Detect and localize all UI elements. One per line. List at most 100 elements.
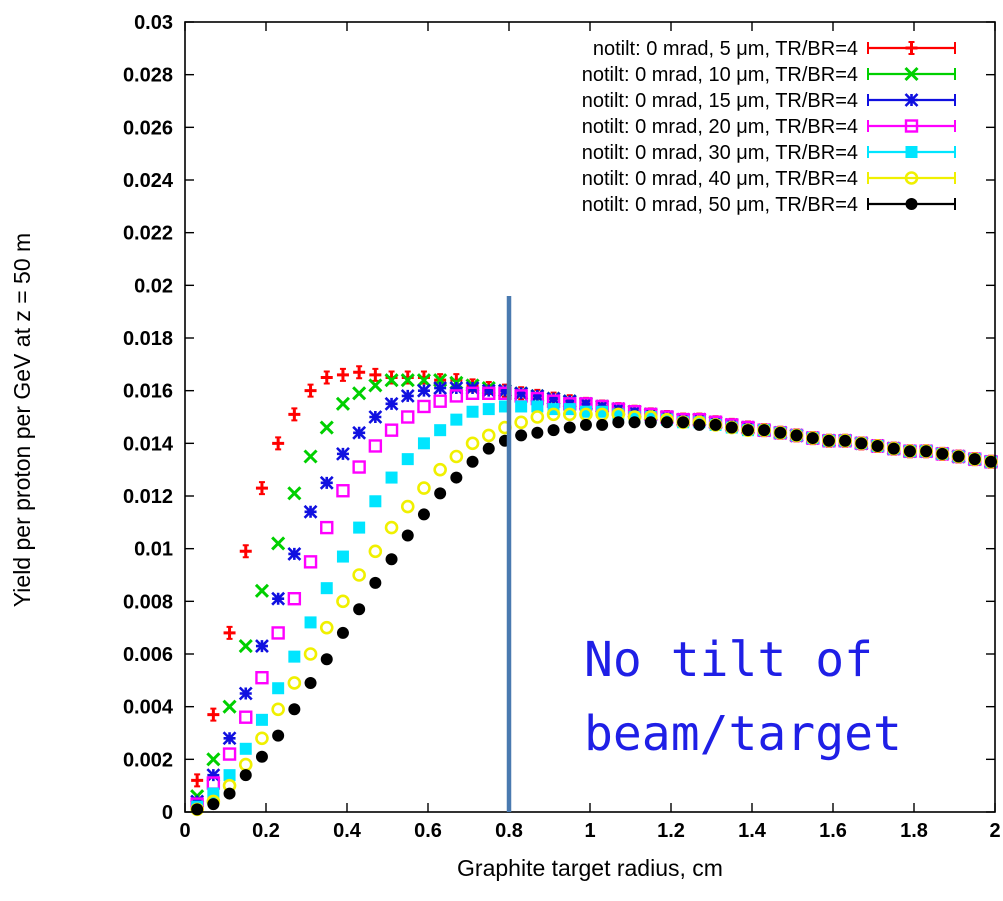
legend-marker <box>905 146 918 158</box>
data-point <box>514 415 528 430</box>
data-point <box>417 399 431 414</box>
x-tick-label: 0 <box>179 820 190 842</box>
data-point <box>239 544 252 559</box>
data-point <box>222 747 237 761</box>
legend-marker <box>904 93 919 107</box>
legend-marker <box>904 119 919 133</box>
data-point <box>239 710 253 724</box>
data-point <box>530 410 545 424</box>
data-point <box>352 568 366 582</box>
data-point <box>482 386 496 400</box>
data-point <box>546 391 561 406</box>
data-point <box>319 475 334 490</box>
data-point <box>336 550 349 563</box>
data-point <box>644 416 657 429</box>
data-point <box>531 400 544 413</box>
data-point <box>449 449 464 464</box>
data-point <box>238 757 253 772</box>
legend-label: notilt: 0 mrad, 10 μm, TR/BR=4 <box>582 64 858 86</box>
x-tick-label: 1.4 <box>738 820 767 842</box>
data-point <box>369 576 382 589</box>
data-point <box>206 768 221 783</box>
data-point <box>481 428 496 443</box>
y-tick-label: 0.02 <box>134 275 173 297</box>
data-point <box>368 378 383 393</box>
data-point <box>530 389 545 403</box>
legend: notilt: 0 mrad, 5 μm, TR/BR=4 notilt: 0 m… <box>582 38 956 216</box>
data-point <box>271 536 286 551</box>
data-point <box>271 702 285 717</box>
data-point <box>709 418 722 431</box>
data-point <box>628 416 641 429</box>
data-point <box>855 437 868 450</box>
data-point <box>433 462 447 477</box>
data-point <box>303 555 318 569</box>
data-point <box>449 389 464 403</box>
data-point <box>531 426 544 439</box>
data-point <box>677 416 690 429</box>
data-point <box>319 620 334 635</box>
y-tick-label: 0.026 <box>123 117 173 139</box>
data-point <box>288 407 301 422</box>
data-point <box>482 442 495 455</box>
data-point <box>304 676 317 689</box>
data-point <box>466 455 479 468</box>
data-point <box>434 487 447 500</box>
data-point <box>320 582 333 595</box>
data-point <box>903 445 916 458</box>
data-point <box>368 544 383 559</box>
data-point <box>238 686 253 701</box>
legend-label: notilt: 0 mrad, 50 μm, TR/BR=4 <box>582 194 858 216</box>
data-point <box>222 699 237 714</box>
data-point <box>303 504 318 519</box>
data-point <box>417 481 431 495</box>
legend-marker <box>904 66 919 82</box>
data-point <box>401 410 415 424</box>
data-point <box>612 416 625 429</box>
data-point <box>352 425 367 440</box>
data-point <box>384 423 399 437</box>
y-tick-label: 0.018 <box>123 328 173 350</box>
data-point <box>353 521 366 534</box>
y-tick-label: 0.028 <box>123 65 173 87</box>
data-point <box>238 639 253 654</box>
data-point <box>449 381 464 395</box>
data-point <box>887 442 900 455</box>
y-tick-label: 0.01 <box>134 539 173 561</box>
y-tick-label: 0.002 <box>123 749 173 771</box>
data-point <box>272 682 285 695</box>
data-point <box>920 445 933 458</box>
data-point <box>515 400 528 413</box>
data-point <box>287 592 302 606</box>
data-point <box>239 742 252 755</box>
data-point <box>353 603 366 616</box>
data-point <box>952 450 965 463</box>
y-tick-label: 0 <box>162 802 173 824</box>
data-point <box>255 750 268 763</box>
data-point <box>515 429 528 442</box>
data-point <box>255 731 269 746</box>
y-axis-label: Yield per proton per GeV at z = 50 m <box>9 233 35 607</box>
data-point <box>774 426 787 439</box>
data-point <box>417 437 430 450</box>
y-tick-label: 0.024 <box>123 170 174 192</box>
x-tick-label: 1 <box>584 820 595 842</box>
data-point <box>562 394 577 409</box>
data-point <box>336 594 350 609</box>
legend-label: notilt: 0 mrad, 5 μm, TR/BR=4 <box>593 38 858 60</box>
data-point <box>562 407 577 422</box>
y-tick-label: 0.008 <box>123 591 173 613</box>
legend-label: notilt: 0 mrad, 40 μm, TR/BR=4 <box>582 168 858 190</box>
data-points <box>190 365 999 817</box>
data-point <box>287 547 302 561</box>
data-point <box>207 707 220 722</box>
data-point <box>400 499 415 514</box>
data-point <box>741 424 754 437</box>
data-point <box>272 729 285 742</box>
data-point <box>936 447 949 460</box>
data-point <box>207 798 220 811</box>
data-point <box>400 389 415 403</box>
data-point <box>968 453 981 466</box>
data-point <box>579 396 593 411</box>
data-point <box>434 424 447 437</box>
